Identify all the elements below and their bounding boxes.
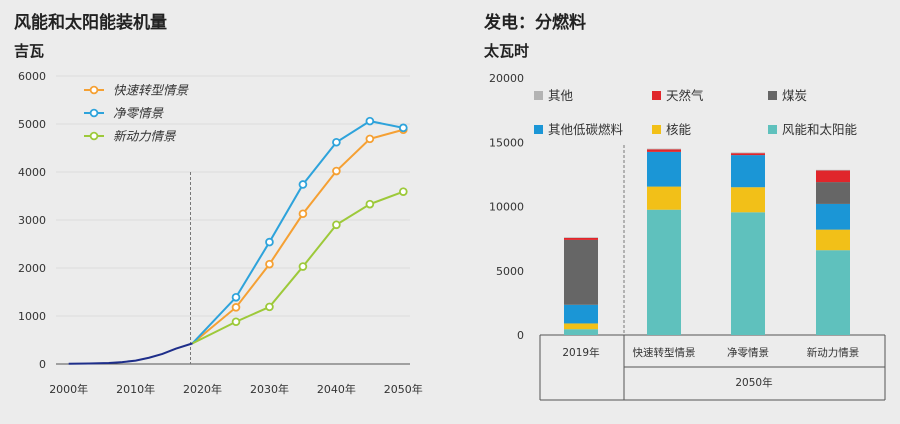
group-label: 2050年 xyxy=(735,376,772,389)
legend-marker xyxy=(89,85,99,95)
y-tick-label: 5000 xyxy=(496,265,524,278)
x-tick-label: 2040年 xyxy=(317,382,356,396)
data-point xyxy=(332,137,341,147)
legend-swatch xyxy=(768,125,777,134)
y-tick-label: 4000 xyxy=(18,166,46,179)
x-tick-label: 2050年 xyxy=(384,382,423,396)
x-tick-label: 2010年 xyxy=(116,382,155,396)
x-tick-label: 2030年 xyxy=(250,382,289,396)
legend-label: 煤炭 xyxy=(782,88,807,103)
data-point xyxy=(399,187,408,196)
data-point xyxy=(365,116,375,126)
installed-capacity-line-chart: 0 1000 2000 3000 4000 5000 6000 2000年 2010年 2020年… xyxy=(18,70,423,396)
data-point xyxy=(298,262,308,271)
data-point xyxy=(265,237,274,247)
legend-swatch xyxy=(652,91,661,100)
legend-swatch xyxy=(652,125,661,134)
legend-label: 新动力情景 xyxy=(113,129,177,144)
data-point xyxy=(231,303,241,312)
bar-segment xyxy=(816,229,850,251)
bar-segment xyxy=(564,239,598,305)
bar-segment xyxy=(816,170,850,183)
x-tick-label: 2000年 xyxy=(49,382,88,396)
bar-segment xyxy=(731,212,765,335)
data-point xyxy=(332,166,341,176)
y-tick-label: 0 xyxy=(517,329,524,342)
bar-segment xyxy=(731,187,765,213)
bar-segment xyxy=(564,237,598,240)
y-tick-label: 10000 xyxy=(489,201,524,214)
bar-segment xyxy=(564,323,598,330)
legend-label: 其他 xyxy=(548,88,574,103)
data-point xyxy=(231,317,241,327)
bar-segment xyxy=(816,203,850,230)
data-point xyxy=(298,180,308,189)
right-chart-unit: 太瓦时 xyxy=(484,42,530,60)
y-tick-label: 0 xyxy=(39,358,46,371)
data-point xyxy=(298,209,308,219)
legend-swatch xyxy=(534,125,543,134)
bar-segment xyxy=(647,151,681,187)
bar-segment xyxy=(647,186,681,210)
legend-label: 核能 xyxy=(666,122,692,137)
y-tick-label: 20000 xyxy=(489,72,524,85)
category-label: 新动力情景 xyxy=(807,346,860,359)
right-chart-title: 发电：分燃料 xyxy=(484,13,586,33)
bar-segment xyxy=(816,169,850,171)
legend-marker xyxy=(89,108,99,118)
y-tick-label: 6000 xyxy=(18,70,46,83)
data-point xyxy=(365,134,375,144)
category-label: 2019年 xyxy=(562,346,599,359)
bar-segment xyxy=(647,149,681,152)
legend-label: 净零情景 xyxy=(113,106,165,121)
y-tick-label: 5000 xyxy=(18,118,46,131)
data-point xyxy=(231,292,241,302)
bar-segment xyxy=(731,153,765,156)
historical-line xyxy=(68,342,193,365)
bar-segment xyxy=(816,250,850,335)
data-point xyxy=(332,220,341,230)
legend-swatch xyxy=(534,91,543,100)
y-tick-label: 2000 xyxy=(18,262,46,275)
y-tick-label: 3000 xyxy=(18,214,46,227)
legend-label: 其他低碳燃料 xyxy=(548,122,624,137)
legend-label: 天然气 xyxy=(666,88,704,103)
data-point xyxy=(265,259,274,269)
left-chart-title: 风能和太阳能装机量 xyxy=(14,13,167,33)
y-tick-label: 15000 xyxy=(489,136,524,149)
legend-label: 风能和太阳能 xyxy=(782,122,858,137)
bar-segment xyxy=(564,329,598,335)
bar-segment xyxy=(647,209,681,335)
x-tick-label: 2020年 xyxy=(183,382,222,396)
bar-segment xyxy=(731,155,765,188)
bar-segment xyxy=(647,148,681,150)
left-chart-unit: 吉瓦 xyxy=(14,42,45,60)
legend-label: 快速转型情景 xyxy=(113,83,190,98)
bar-segment xyxy=(564,237,598,238)
legend-marker xyxy=(89,131,99,141)
data-point xyxy=(265,302,274,312)
bar-segment xyxy=(731,152,765,154)
y-tick-label: 1000 xyxy=(18,310,46,323)
legend-swatch xyxy=(768,91,777,100)
bar-segment xyxy=(816,182,850,204)
bar-segment xyxy=(564,304,598,324)
data-point xyxy=(365,199,375,209)
data-point xyxy=(399,123,408,133)
category-label: 净零情景 xyxy=(727,346,769,359)
category-label: 快速转型情景 xyxy=(633,346,696,359)
